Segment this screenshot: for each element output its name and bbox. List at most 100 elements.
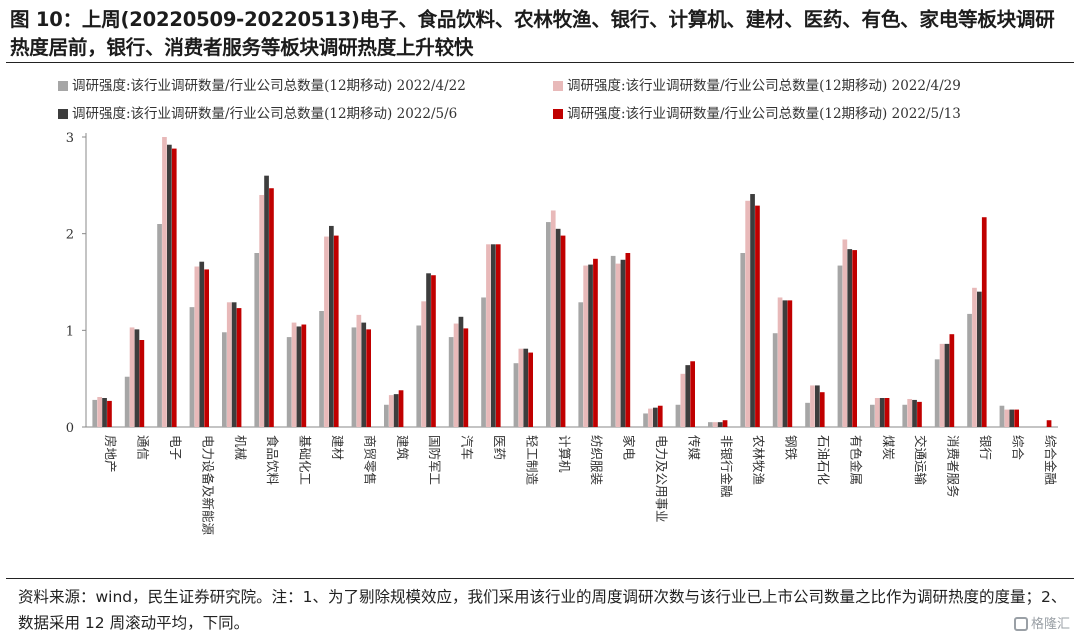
bar-2 [874,398,880,427]
bar-3 [393,394,399,427]
bar-1 [610,255,616,427]
bar-4 [690,361,695,427]
bar-1 [351,327,357,427]
bar-4 [463,328,469,427]
bar-2 [648,408,653,427]
bar-2 [583,265,588,427]
bar-4 [333,235,339,427]
bar-1 [546,222,551,427]
chart-legend: 调研强度:该行业调研数量/行业公司总数量(12期移动) 2022/4/22 调研… [0,66,1080,126]
x-tick-label: 机械 [233,435,248,461]
legend-swatch-series-3 [58,109,68,119]
bar-2 [745,200,750,427]
bar-4 [398,390,404,427]
x-tick-label: 综合 [1010,435,1025,461]
x-tick-label: 家电 [622,435,637,461]
x-tick-label: 房地产 [103,435,118,473]
x-tick-label: 纺织服装 [589,435,604,485]
bar-3 [944,343,950,427]
y-tick-label: 2 [66,228,74,243]
bar-2 [615,263,621,427]
bar-3 [134,329,140,427]
bar-1 [837,265,843,427]
bar-3 [782,300,788,427]
bar-2 [162,137,167,427]
bar-2 [356,314,362,427]
x-tick-label: 建材 [330,435,345,460]
bar-3 [912,399,917,427]
x-tick-label: 综合金融 [1043,435,1058,486]
bar-1 [902,404,908,427]
bar-chart: 0 1 2 3 房地产 通信 电子 电力设备及新能源 机械 食品饮料 基础化工 建材 商贸零售 建筑 国防军… [66,131,1058,536]
logo-text: 格隆汇 [1030,617,1070,632]
bar-3 [620,259,626,427]
bar-1 [643,413,648,427]
bar-1 [805,402,810,427]
bar-3 [555,228,561,427]
legend-label-series-4: 调研强度:该行业调研数量/行业公司总数量(12期移动) 2022/5/13 [567,106,961,122]
bar-2 [97,397,102,427]
x-tick-label: 国防军工 [427,435,442,485]
bar-3 [685,365,691,427]
bar-3 [717,422,723,427]
bar-3 [329,225,334,427]
bar-4 [917,401,922,427]
bar-1 [513,363,519,427]
bar-4 [722,420,728,427]
bar-1 [319,311,324,427]
bar-3 [491,244,496,427]
bar-3 [361,322,367,427]
bar-1 [934,359,940,427]
x-tick-label: 计算机 [557,435,572,473]
legend-label-series-1: 调研强度:该行业调研数量/行业公司总数量(12期移动) 2022/4/22 [72,78,466,94]
x-tick-label: 传媒 [686,435,701,461]
x-tick-label: 电力及公用事业 [654,435,669,523]
legend-swatch-series-1 [58,81,68,91]
x-tick-label: 石油石化 [816,435,831,486]
bar-3 [296,326,302,427]
bar-1 [254,253,260,427]
bar-4 [301,324,307,427]
bar-1 [870,404,875,427]
bar-4 [107,400,112,427]
footer-divider [6,578,1074,579]
x-tick-label: 基础化工 [298,435,313,485]
bar-3 [653,407,658,427]
y-tick-label: 0 [66,421,74,436]
legend-item-series-1: 调研强度:该行业调研数量/行业公司总数量(12期移动) 2022/4/22 [58,76,466,96]
x-tick-label: 食品饮料 [265,435,280,486]
bar-3 [879,398,885,427]
bar-3 [588,264,593,427]
bar-3 [167,144,172,428]
legend-swatch-series-4 [553,109,563,119]
logo-icon [1013,617,1028,631]
bar-4 [495,244,501,427]
x-tick-label: 交通运输 [913,435,928,486]
bar-4 [755,205,760,427]
bar-1 [967,313,972,427]
legend-label-series-2: 调研强度:该行业调研数量/行业公司总数量(12期移动) 2022/4/29 [567,78,961,94]
bar-3 [815,385,820,427]
bar-1 [448,337,454,427]
bar-2 [453,323,459,427]
bar-4 [593,258,598,427]
x-tick-label: 轻工制造 [524,435,539,486]
bar-2 [291,322,297,427]
bar-4 [625,253,631,427]
bar-2 [486,244,491,427]
y-tick-label: 3 [66,131,74,146]
bar-4 [787,300,793,427]
bar-2 [421,301,426,427]
x-tick-label: 消费者服务 [946,435,961,498]
bar-1 [740,253,746,427]
x-tick-label: 电子 [168,435,183,460]
bar-1 [124,376,130,427]
bar-1 [708,422,713,427]
bar-2 [810,385,815,427]
x-tick-label: 医药 [492,435,507,460]
bar-2 [777,297,783,427]
bar-2 [259,195,264,427]
bar-4 [819,392,825,427]
bar-2 [939,343,945,427]
bar-3 [458,316,464,427]
